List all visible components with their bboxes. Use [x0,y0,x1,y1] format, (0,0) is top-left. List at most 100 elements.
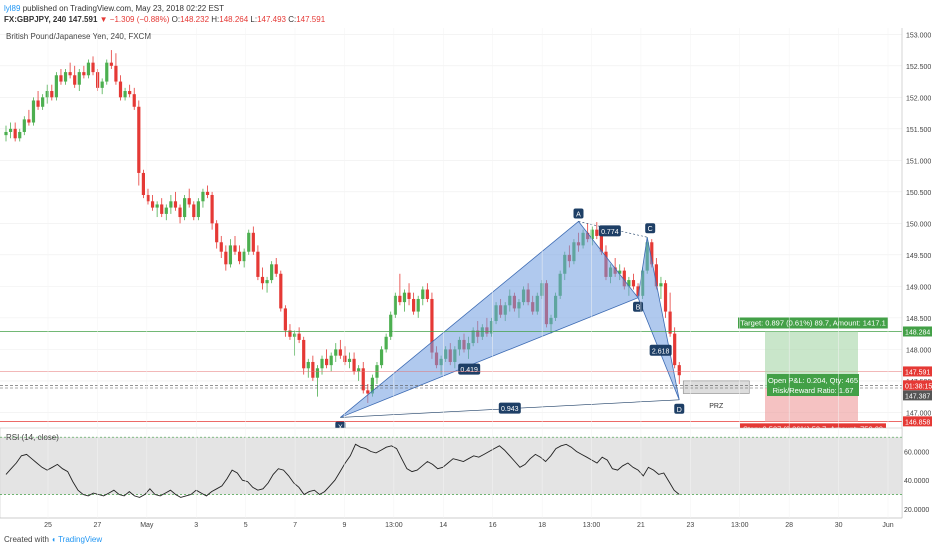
ratio-badge [458,363,481,375]
candle-body [205,191,210,195]
candle-body [283,308,287,331]
ratio-badge [649,344,672,356]
open-value: 148.232 [180,15,210,24]
open-label: O: [171,15,181,24]
price-badge [903,380,932,391]
candle-body [150,201,155,208]
candle-body [421,289,425,299]
candle-body [201,191,205,202]
candle-body [302,339,306,369]
candle-body [379,349,384,366]
time-tick-label: 9 [343,522,347,529]
chart-header: lyl89 published on TradingView.com, May … [0,0,932,28]
price-axis[interactable]: 153.000 152.500 152.000 151.500 151.000 150.5… [901,28,932,518]
candle-body [265,280,269,284]
candle-body [430,298,434,353]
rsi-band [0,437,902,495]
time-tick-label: 25 [44,522,52,529]
candle-body [306,361,310,369]
candle-body [622,270,626,287]
time-tick-label: 13:00 [731,522,749,529]
candle-body [141,172,145,195]
rsi-tick-label: 60.0000 [904,450,929,457]
candle-body [233,245,237,252]
time-axis[interactable]: 25 27 May 3 5 7 9 13:00 14 16 18 13:00 21 23 13:00 28 30… [0,28,902,529]
candle-body [352,358,356,372]
chart-title: British Pound/Japanese Yen, 240, FXCM [6,32,151,41]
position-tool[interactable]: Target: 0.897 (0.61%) 89.7, Amount: 1417… [0,317,902,435]
point-a-badge [573,208,584,219]
candle-body [137,106,141,173]
candle-body [247,232,251,252]
candle-body [343,355,347,362]
candle-body [631,280,636,287]
tradingview-brand[interactable]: TradingView [58,535,103,544]
rsi-title: RSI (14, close) [6,433,59,442]
time-tick-label: Jun [882,522,893,529]
candle-body [196,201,200,218]
candle-body [325,358,329,366]
rsi-tick-label: 20.0000 [904,507,929,514]
time-tick-label: 3 [194,522,198,529]
low-label: L: [250,15,258,24]
candle-body [173,201,178,208]
time-tick-label: May [140,522,154,529]
prz-box [682,380,750,394]
last-price: 147.591 [68,15,98,24]
candle-body [315,368,320,378]
candle-body [292,333,297,337]
risk-reward-label: Risk/Reward Ratio: 1.67 [773,386,854,395]
candle-body [279,273,283,309]
candle-body [361,368,365,391]
pl-label-box [767,374,859,397]
candle-body [27,119,31,123]
candle-body [36,100,40,107]
open-pl-label: Open P&L: 0.204, Qty: 465 [768,376,858,385]
candle-body [618,270,622,274]
price-tick-label: 152.500 [906,64,931,71]
point-c-label: C [648,226,653,233]
ratio-badge [498,402,521,414]
candle-body [45,91,49,98]
time-tick-label: 27 [94,522,102,529]
candle-body [393,295,397,315]
candle-body [673,333,677,366]
price-tick-label: 150.500 [906,190,931,197]
time-tick-label: 30 [835,522,843,529]
candle-body [86,62,91,76]
price-badge [903,366,932,377]
candle-body [118,81,123,98]
time-tick-label: 21 [637,522,645,529]
symbol-line: FX:GBPJPY, 240 147.591 ▼ −1.309 (−0.88%)… [4,15,325,24]
candle-body [595,229,599,236]
candle-body [242,251,246,262]
candle-body [384,336,388,350]
candle-body [389,314,393,337]
candle-body [215,223,219,243]
point-b-badge [633,301,644,312]
candle-body [398,295,402,303]
point-d-badge [674,403,685,414]
prz-label: PRZ [709,403,724,410]
rsi-indicator: 60.0000 40.0000 20.0000 [0,436,929,514]
candle-body [297,333,301,340]
candle-body [650,242,654,265]
candle-body [77,72,81,85]
candle-body [402,292,407,303]
price-badge-label: 01:38:15 [905,383,932,390]
candle-body [169,201,173,208]
price-tick-label: 151.000 [906,158,931,165]
price-badge-label: 147.387 [905,393,930,400]
candle-body [654,264,658,287]
price-tick-label: 147.000 [906,410,931,417]
candle-body [416,298,420,312]
point-a-label: A [576,211,581,218]
high-label: H: [211,15,220,24]
publish-line: lyl89 published on TradingView.com, May … [4,4,224,13]
candle-body [338,349,342,356]
price-badge-label: 146.858 [905,419,930,426]
candle-body [320,358,324,369]
author-link[interactable]: lyl89 [4,4,21,13]
target-label: Target: 0.897 (0.61%) 89.7, Amount: 1417… [740,318,886,327]
